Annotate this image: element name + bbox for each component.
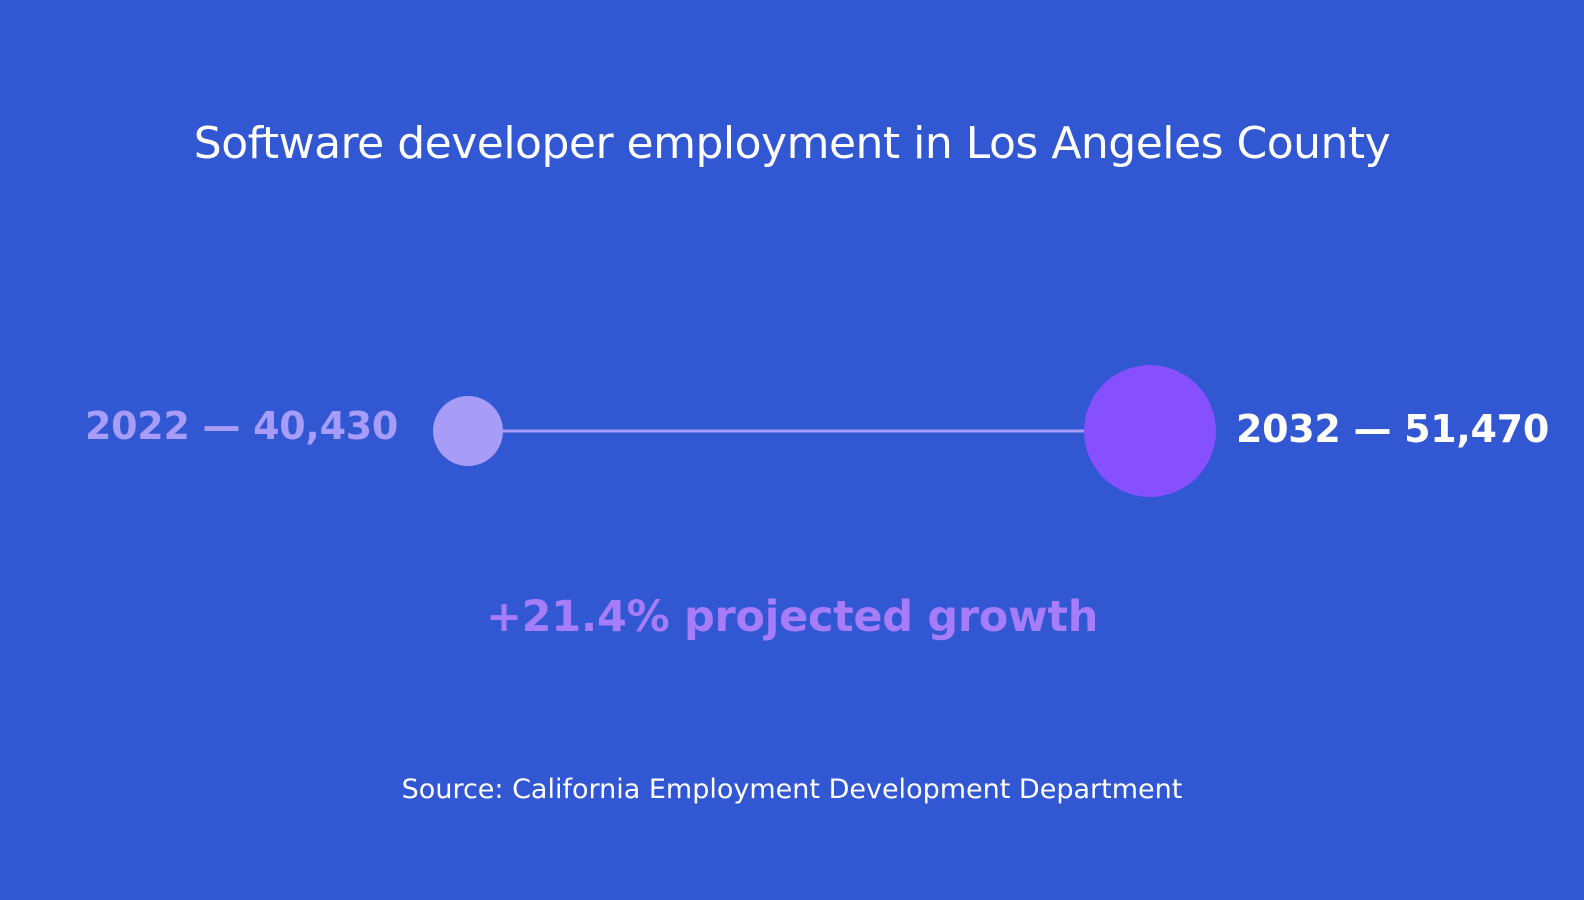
data-label-2032: 2032 — 51,470 — [1236, 407, 1549, 451]
data-point-2022 — [433, 396, 503, 466]
data-label-2022: 2022 — 40,430 — [85, 404, 398, 448]
growth-annotation: +21.4% projected growth — [485, 592, 1099, 642]
chart-title: Software developer employment in Los Ang… — [193, 118, 1391, 169]
data-point-2032 — [1084, 365, 1216, 497]
source-note: Source: California Employment Developmen… — [401, 774, 1183, 805]
